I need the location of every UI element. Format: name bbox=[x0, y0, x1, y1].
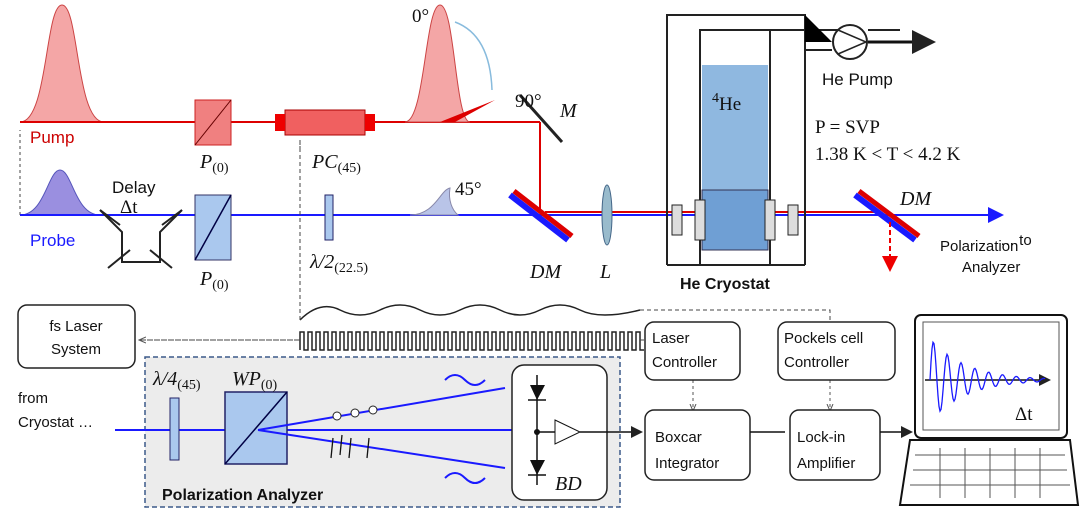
component: M bbox=[559, 100, 578, 122]
electronics bbox=[17, 140, 1080, 508]
pump-label: He Pump bbox=[822, 70, 893, 89]
box-label: Boxcar Integrator bbox=[655, 429, 719, 472]
analyzer-label: Polarization Analyzer bbox=[162, 487, 323, 504]
component: DM bbox=[529, 261, 562, 283]
condition: P = SVP bbox=[815, 117, 880, 138]
component: P(0) bbox=[199, 151, 229, 176]
box-label: Pockels cell Controller bbox=[784, 330, 863, 371]
angle: 90° bbox=[515, 91, 542, 112]
screen-axis: Δt bbox=[1015, 404, 1033, 425]
component: DM bbox=[899, 188, 932, 210]
labels: 0° 90° 45° Pump Probe Delay Δt P(0) P(0)… bbox=[18, 6, 1033, 504]
input-label: from Cryostat … bbox=[18, 390, 93, 431]
isotope: 4He bbox=[712, 91, 741, 115]
cryostat-label: He Cryostat bbox=[680, 276, 770, 293]
beam-label: Pump bbox=[30, 128, 74, 147]
component: PC(45) bbox=[311, 151, 361, 176]
angle: 45° bbox=[455, 179, 482, 200]
optics bbox=[19, 4, 1004, 272]
component: WP(0) bbox=[232, 368, 278, 393]
delay-label: Delay bbox=[112, 178, 156, 197]
detector-label: BD bbox=[555, 473, 582, 495]
delay-symbol: Δt bbox=[120, 197, 138, 218]
component: L bbox=[599, 261, 611, 283]
box-label: Laser Controller bbox=[652, 330, 717, 371]
beam-label: Probe bbox=[30, 231, 75, 250]
box-label: Lock-in Amplifier bbox=[797, 429, 855, 472]
component: λ/2(22.5) bbox=[309, 251, 368, 276]
output-label: Polarization Analyzer bbox=[940, 238, 1020, 276]
condition: 1.38 K < T < 4.2 K bbox=[815, 144, 961, 165]
component: λ/4(45) bbox=[152, 368, 201, 393]
component: P(0) bbox=[199, 268, 229, 293]
box-label: fs Laser System bbox=[49, 318, 102, 358]
output-label: … to bbox=[1000, 232, 1032, 249]
angle: 0° bbox=[412, 6, 429, 27]
